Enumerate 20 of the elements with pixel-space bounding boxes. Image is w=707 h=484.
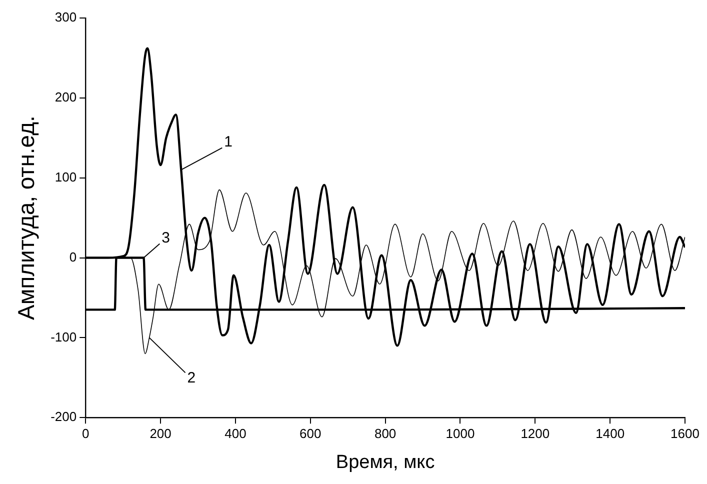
x-axis-title: Время, мкс bbox=[336, 452, 435, 473]
y-axis-title: Амплитуда, отн.ед. bbox=[13, 116, 40, 320]
x-tick-label: 1600 bbox=[670, 426, 700, 441]
y-tick-label: 200 bbox=[54, 90, 77, 104]
y-tick-label: -200 bbox=[50, 409, 77, 424]
x-tick-label: 0 bbox=[82, 426, 90, 441]
y-tick-label: -100 bbox=[50, 329, 77, 344]
x-tick-label: 1200 bbox=[520, 426, 550, 441]
x-tick-label: 800 bbox=[374, 426, 396, 441]
x-tick-label: 200 bbox=[150, 426, 172, 441]
annotation: 2 bbox=[187, 369, 196, 386]
y-tick-label: 100 bbox=[54, 169, 77, 184]
x-tick-label: 1000 bbox=[446, 426, 475, 441]
x-tick-label: 600 bbox=[300, 426, 322, 441]
y-tick-label: 0 bbox=[69, 249, 77, 264]
annotation: 1 bbox=[224, 133, 232, 150]
x-tick-label: 400 bbox=[224, 426, 246, 441]
annotation: 3 bbox=[162, 229, 170, 246]
x-tick-label: 1400 bbox=[596, 426, 625, 441]
y-tick-label: 300 bbox=[54, 10, 77, 25]
